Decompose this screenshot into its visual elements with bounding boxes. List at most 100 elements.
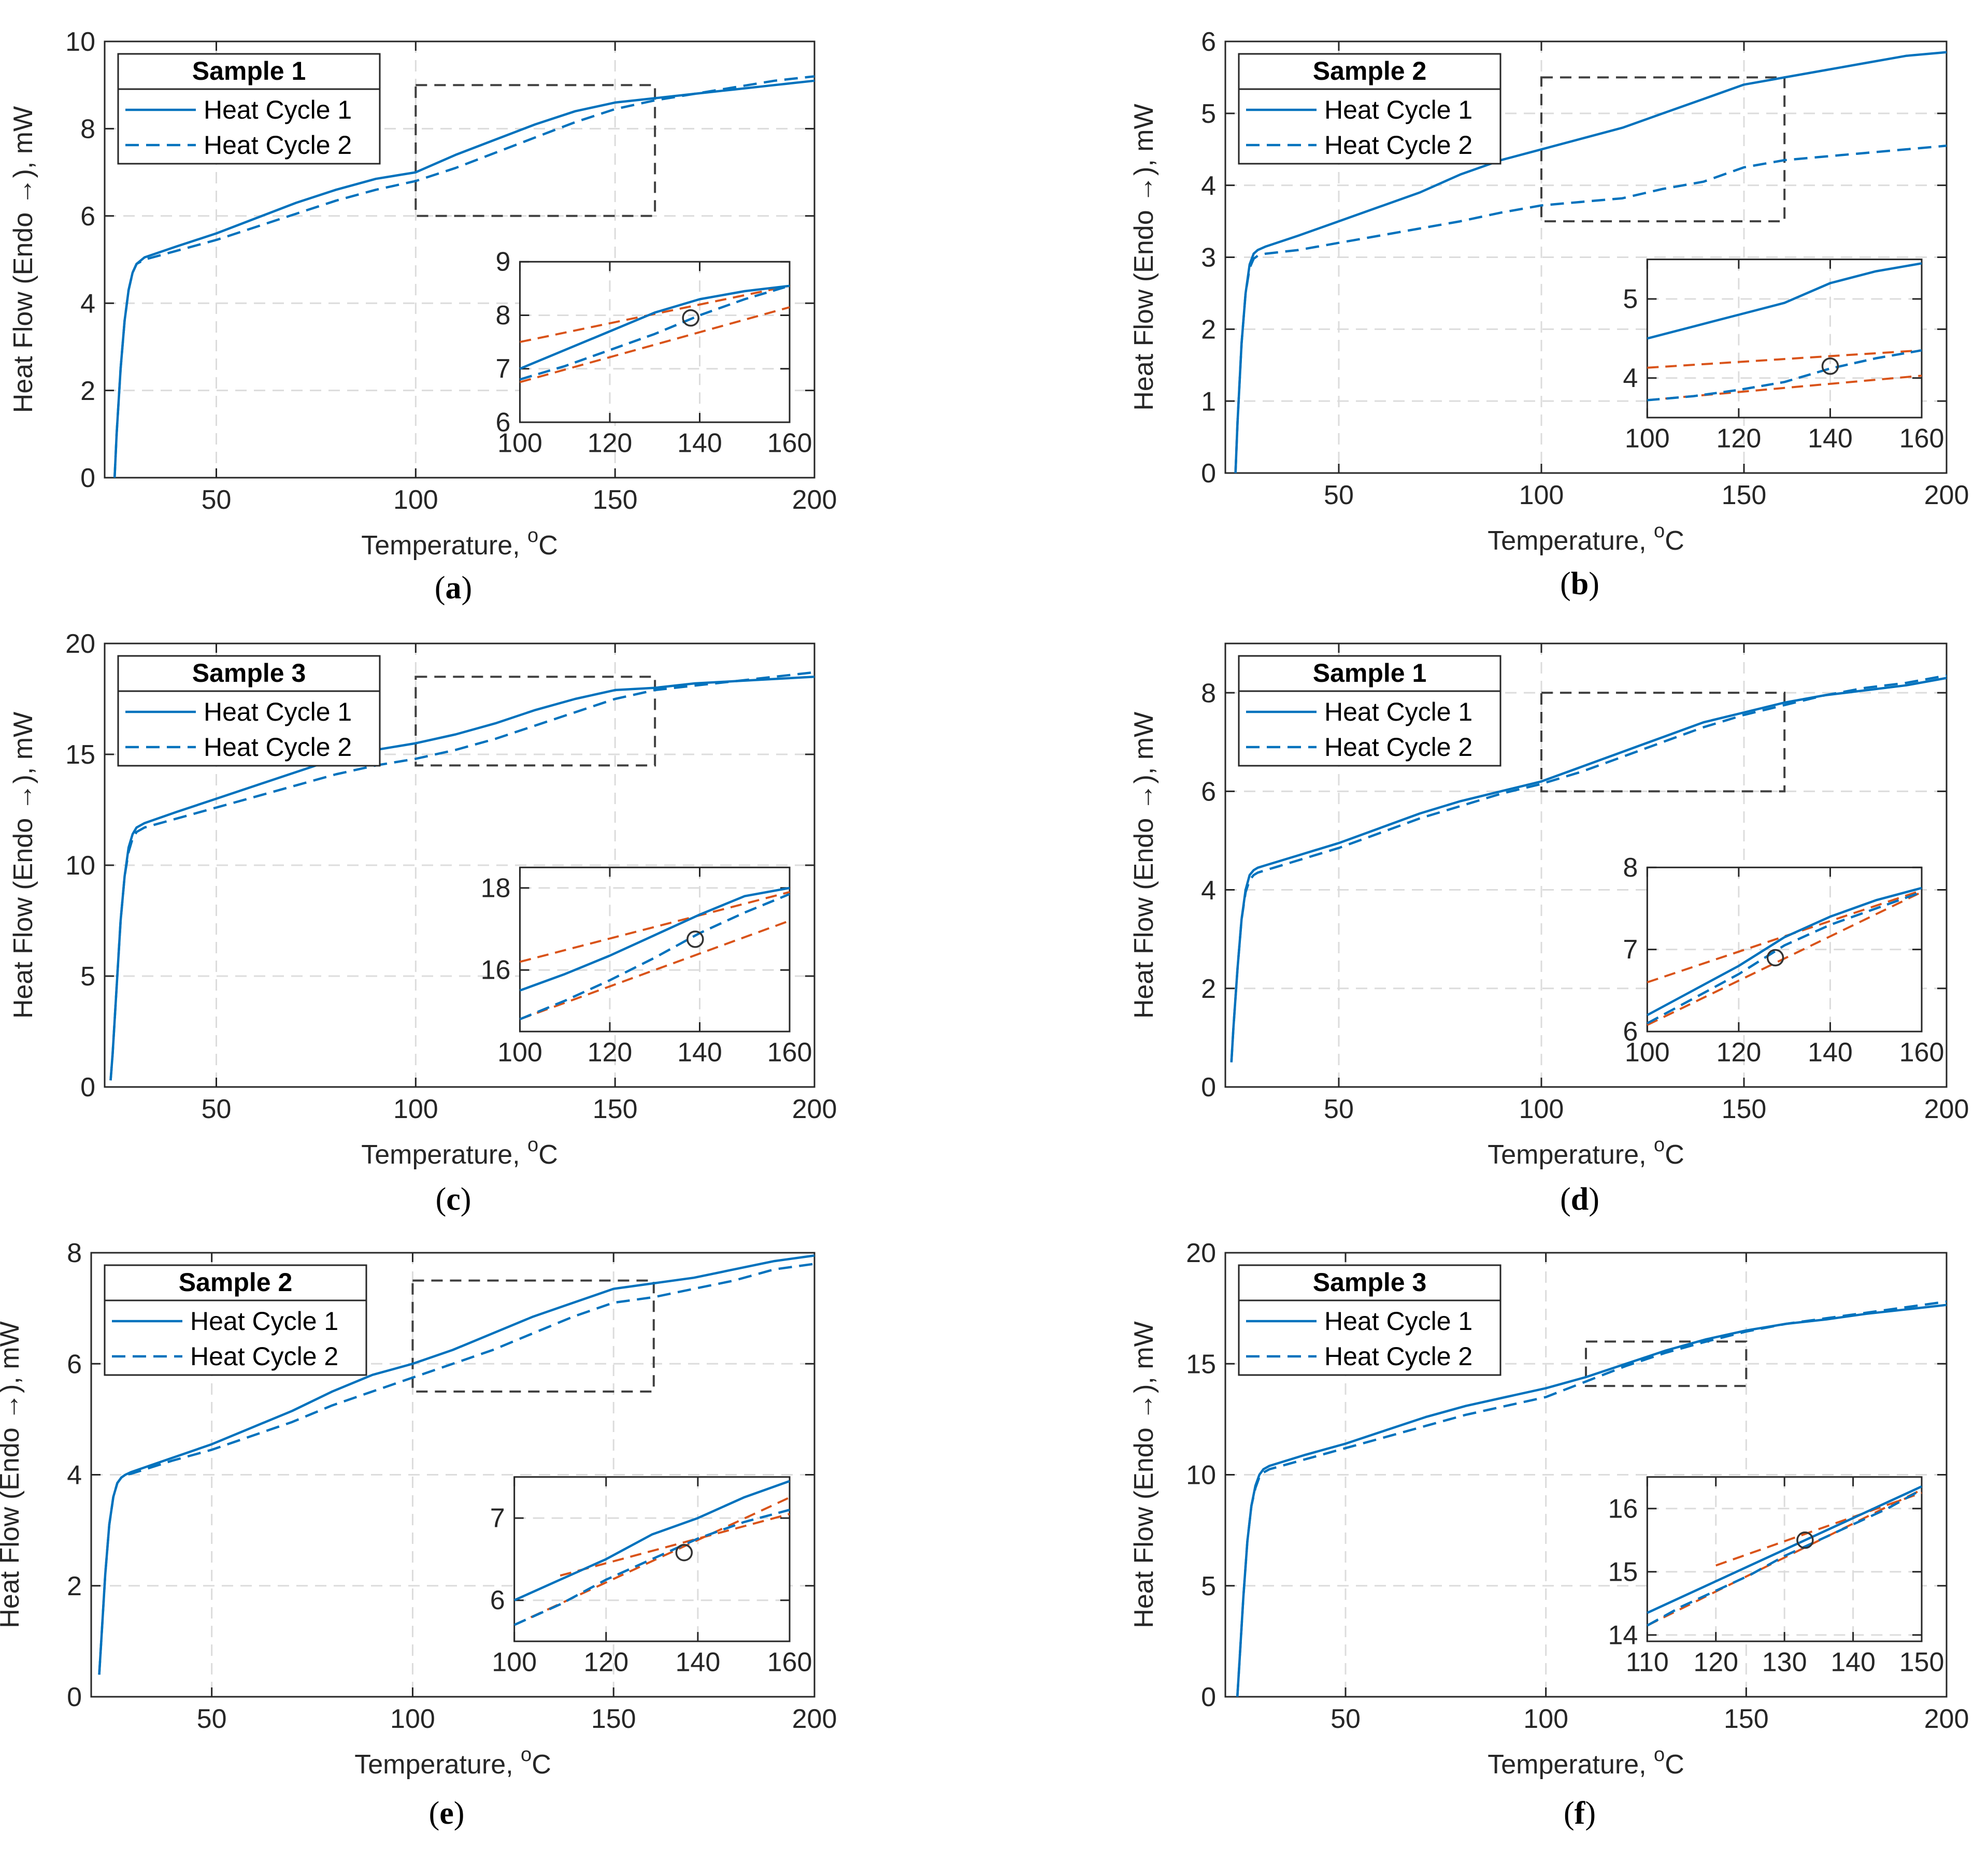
zoom-box bbox=[1540, 692, 1786, 793]
x-tick-label: 200 bbox=[792, 1094, 837, 1124]
zoom-box bbox=[1585, 1340, 1748, 1387]
x-axis-label: Temperature, oC bbox=[1488, 1134, 1684, 1170]
x-tick-label: 50 bbox=[1324, 480, 1354, 510]
y-axis-label: Heat Flow (Endo →), mW bbox=[8, 712, 38, 1019]
panel-caption: (e) bbox=[429, 1796, 465, 1831]
x-tick-label: 100 bbox=[390, 1704, 435, 1734]
inset-y-tick-label: 7 bbox=[1623, 935, 1638, 965]
inset-x-tick-label: 150 bbox=[1899, 1648, 1944, 1678]
legend-title: Sample 2 bbox=[1313, 56, 1427, 85]
x-tick-label: 150 bbox=[1724, 1704, 1769, 1734]
inset-x-tick-label: 160 bbox=[1899, 424, 1944, 454]
x-tick-label: 150 bbox=[1722, 1094, 1767, 1124]
y-tick-label: 0 bbox=[1201, 1682, 1216, 1712]
y-tick-label: 0 bbox=[80, 1072, 95, 1103]
y-tick-label: 2 bbox=[1201, 974, 1216, 1004]
y-tick-label: 1 bbox=[1201, 386, 1216, 417]
y-axis-label: Heat Flow (Endo →), mW bbox=[8, 106, 38, 413]
y-tick-label: 0 bbox=[67, 1682, 82, 1712]
inset-background bbox=[1647, 259, 1922, 418]
zoom-box bbox=[1540, 76, 1786, 223]
panel-b: 50 100 150 200 0 1 2 3 4 5 6 Temperature, oC Heat Fl… bbox=[1129, 27, 1969, 602]
y-tick-label: 4 bbox=[1201, 876, 1216, 906]
y-tick-label: 6 bbox=[1201, 27, 1216, 57]
inset: 100 120 140 160 6 7 bbox=[490, 1476, 812, 1678]
x-tick-label: 150 bbox=[593, 485, 638, 515]
x-axis-label: Temperature, oC bbox=[1488, 1744, 1684, 1780]
y-tick-label: 5 bbox=[80, 962, 95, 992]
legend: Sample 3 Heat Cycle 1 Heat Cycle 2 bbox=[117, 655, 381, 767]
inset-series-line-heat-cycle-2 bbox=[519, 284, 790, 381]
series-line-heat-cycle-2 bbox=[1234, 145, 1947, 474]
inset-axes-box bbox=[513, 1476, 791, 1642]
legend-entry: Heat Cycle 2 bbox=[1324, 131, 1472, 160]
y-axis-label: Heat Flow (Endo →), mW bbox=[1129, 712, 1159, 1019]
series-line-heat-cycle-2 bbox=[1236, 1300, 1947, 1697]
series-line-heat-cycle-2 bbox=[1230, 674, 1947, 1063]
series-line-heat-cycle-2 bbox=[109, 671, 815, 1081]
inset-tangent-line bbox=[519, 284, 790, 343]
inset-series-line-heat-cycle-1 bbox=[1647, 1485, 1922, 1614]
y-tick-label: 4 bbox=[67, 1461, 82, 1491]
legend-entry: Heat Cycle 1 bbox=[1324, 697, 1472, 726]
legend-title: Sample 3 bbox=[192, 658, 306, 688]
inset-tangent-line bbox=[560, 1513, 790, 1577]
legend-entry: Heat Cycle 2 bbox=[1324, 1342, 1472, 1371]
x-tick-label: 50 bbox=[202, 1094, 232, 1124]
inset-y-tick-label: 5 bbox=[1623, 284, 1638, 314]
inset-x-tick-label: 140 bbox=[1808, 1038, 1853, 1068]
y-tick-label: 10 bbox=[65, 851, 95, 881]
x-tick-label: 200 bbox=[792, 1704, 837, 1734]
inset-x-tick-label: 140 bbox=[677, 428, 722, 459]
series-line-heat-cycle-2 bbox=[113, 75, 815, 478]
legend-title: Sample 2 bbox=[179, 1268, 293, 1297]
inset-x-tick-label: 140 bbox=[1830, 1648, 1876, 1678]
y-tick-label: 2 bbox=[67, 1571, 82, 1601]
legend: Sample 1 Heat Cycle 1 Heat Cycle 2 bbox=[117, 53, 381, 165]
y-tick-label: 2 bbox=[1201, 315, 1216, 345]
y-axis-label: Heat Flow (Endo →), mW bbox=[0, 1321, 25, 1628]
panel-d: 50 100 150 200 0 2 4 6 8 Temperature, oC Heat Flow… bbox=[1129, 642, 1969, 1217]
inset-x-tick-label: 160 bbox=[1899, 1038, 1944, 1068]
inset-tangent-line bbox=[1647, 889, 1922, 983]
legend-title: Sample 1 bbox=[1313, 658, 1427, 688]
inset-tangent-line bbox=[1715, 1492, 1922, 1567]
inset-y-tick-label: 6 bbox=[1623, 1017, 1638, 1047]
zoom-box bbox=[411, 1279, 655, 1393]
x-axis-label: Temperature, oC bbox=[1488, 520, 1684, 556]
inset-y-tick-label: 9 bbox=[496, 247, 511, 277]
inset-tangent-line bbox=[1647, 891, 1922, 1026]
panel-e: 50 100 150 200 0 2 4 6 8 Temperature, oC Heat Flow… bbox=[0, 1238, 837, 1831]
inset-x-tick-label: 120 bbox=[1716, 1038, 1761, 1068]
y-tick-label: 6 bbox=[80, 202, 95, 232]
x-tick-label: 200 bbox=[792, 485, 837, 515]
inset-x-tick-label: 120 bbox=[1693, 1648, 1738, 1678]
zoom-box bbox=[414, 676, 656, 767]
inset-background bbox=[514, 1477, 790, 1641]
inset-x-tick-label: 160 bbox=[767, 1038, 812, 1068]
x-tick-label: 100 bbox=[1523, 1704, 1568, 1734]
panel-a: 50 100 150 200 0 2 4 6 8 10 Temperature, oC Heat Fl… bbox=[8, 27, 837, 606]
inset-onset-marker bbox=[1821, 357, 1839, 375]
inset-y-tick-label: 6 bbox=[496, 408, 511, 438]
x-tick-label: 150 bbox=[1722, 480, 1767, 510]
series-line-heat-cycle-1 bbox=[1234, 51, 1947, 474]
x-tick-label: 50 bbox=[1324, 1094, 1354, 1124]
x-tick-label: 50 bbox=[202, 485, 232, 515]
legend-entry: Heat Cycle 1 bbox=[204, 697, 352, 726]
x-axis-label: Temperature, oC bbox=[361, 525, 558, 561]
zoom-box bbox=[414, 84, 656, 217]
inset-series-line-heat-cycle-2 bbox=[1647, 1488, 1923, 1627]
inset-y-tick-label: 16 bbox=[481, 955, 511, 985]
legend: Sample 1 Heat Cycle 1 Heat Cycle 2 bbox=[1238, 655, 1501, 767]
inset-x-tick-label: 160 bbox=[767, 1648, 812, 1678]
inset-y-tick-label: 6 bbox=[490, 1585, 505, 1615]
inset-y-tick-label: 8 bbox=[1623, 853, 1638, 883]
panel-caption: (a) bbox=[435, 570, 472, 606]
inset-x-tick-label: 140 bbox=[1808, 424, 1853, 454]
x-tick-label: 100 bbox=[393, 1094, 438, 1124]
x-axis-label: Temperature, oC bbox=[361, 1134, 558, 1170]
y-tick-label: 20 bbox=[1186, 1238, 1216, 1268]
y-tick-label: 4 bbox=[80, 289, 95, 319]
y-tick-label: 5 bbox=[1201, 99, 1216, 129]
